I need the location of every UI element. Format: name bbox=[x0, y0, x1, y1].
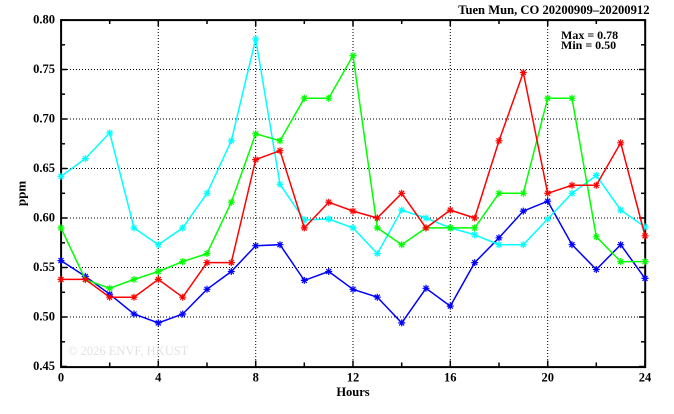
svg-text:Min = 0.50: Min = 0.50 bbox=[561, 38, 616, 52]
svg-text:0.60: 0.60 bbox=[33, 211, 55, 225]
svg-text:0: 0 bbox=[58, 371, 64, 385]
svg-text:Max = 0.78: Max = 0.78 bbox=[561, 28, 618, 42]
svg-text:0.55: 0.55 bbox=[33, 260, 55, 274]
svg-text:0.65: 0.65 bbox=[33, 161, 55, 175]
svg-text:© 2026 ENVF, HKUST: © 2026 ENVF, HKUST bbox=[68, 344, 189, 358]
svg-text:0.75: 0.75 bbox=[33, 62, 55, 76]
svg-text:0.70: 0.70 bbox=[33, 112, 55, 126]
svg-text:0.50: 0.50 bbox=[33, 310, 55, 324]
svg-text:Tuen Mun, CO 20200909–20200912: Tuen Mun, CO 20200909–20200912 bbox=[458, 3, 649, 17]
svg-text:8: 8 bbox=[253, 371, 259, 385]
svg-text:0.45: 0.45 bbox=[33, 359, 55, 373]
svg-text:0.80: 0.80 bbox=[33, 13, 55, 27]
svg-text:16: 16 bbox=[444, 371, 457, 385]
svg-text:ppm: ppm bbox=[14, 181, 29, 206]
svg-text:Hours: Hours bbox=[336, 385, 369, 399]
svg-text:20: 20 bbox=[541, 371, 554, 385]
svg-text:12: 12 bbox=[347, 371, 360, 385]
svg-text:4: 4 bbox=[155, 371, 162, 385]
svg-text:24: 24 bbox=[639, 371, 652, 385]
